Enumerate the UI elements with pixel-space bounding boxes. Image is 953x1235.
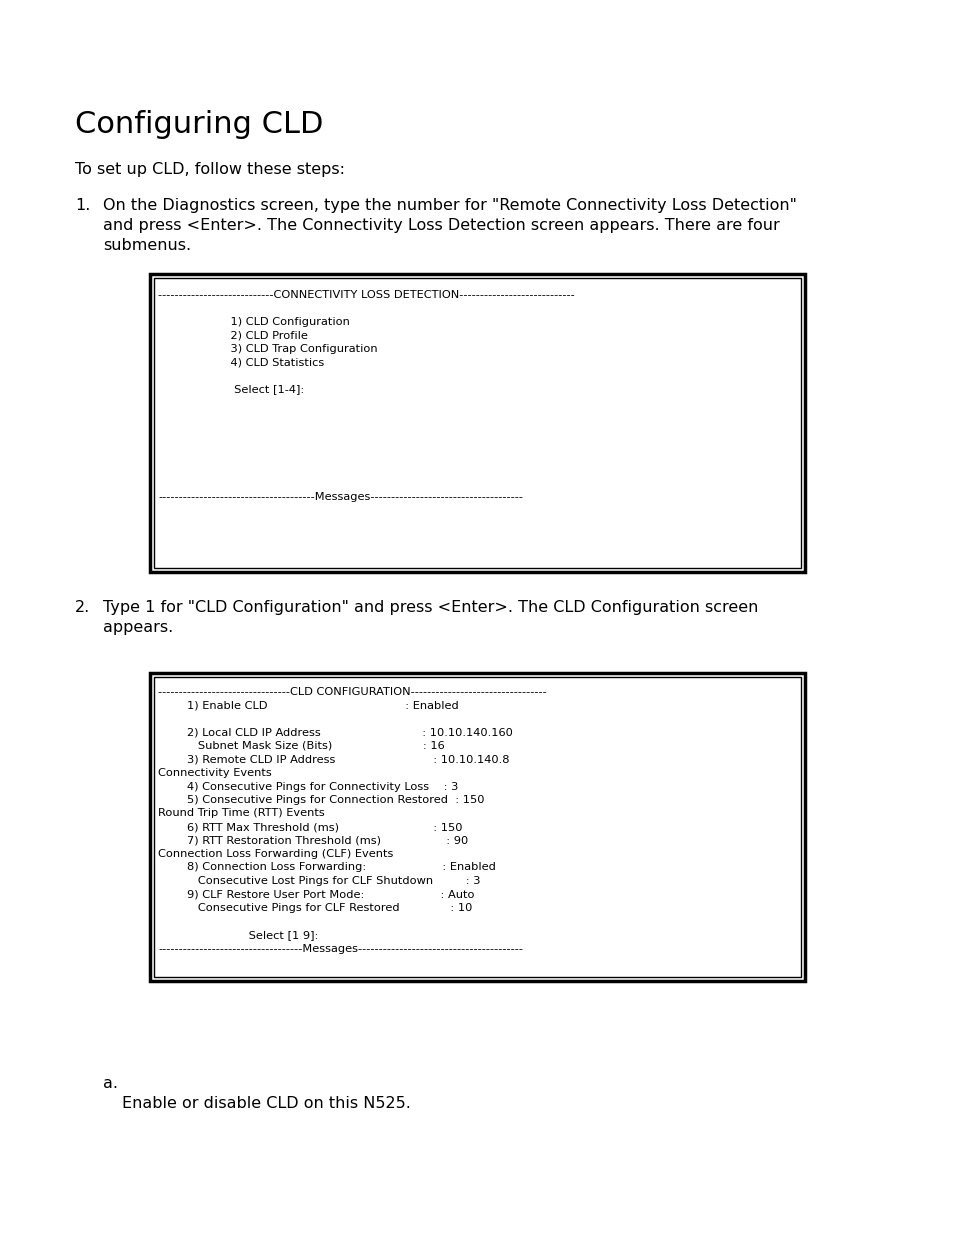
Text: Consecutive Lost Pings for CLF Shutdown         : 3: Consecutive Lost Pings for CLF Shutdown … xyxy=(158,876,480,885)
Text: Consecutive Pings for CLF Restored              : 10: Consecutive Pings for CLF Restored : 10 xyxy=(158,903,472,913)
Text: 2) CLD Profile: 2) CLD Profile xyxy=(158,331,308,341)
Text: 3) Remote CLD IP Address                           : 10.10.140.8: 3) Remote CLD IP Address : 10.10.140.8 xyxy=(158,755,509,764)
Text: ----------------------------CONNECTIVITY LOSS DETECTION-------------------------: ----------------------------CONNECTIVITY… xyxy=(158,290,574,300)
Text: Select [1-4]:: Select [1-4]: xyxy=(158,384,304,394)
Text: 1.: 1. xyxy=(75,198,91,212)
Text: 1) Enable CLD                                      : Enabled: 1) Enable CLD : Enabled xyxy=(158,700,458,710)
Bar xyxy=(153,677,801,977)
Text: --------------------------------CLD CONFIGURATION-------------------------------: --------------------------------CLD CONF… xyxy=(158,687,546,697)
Text: 7) RTT Restoration Threshold (ms)                  : 90: 7) RTT Restoration Threshold (ms) : 90 xyxy=(158,836,468,846)
Text: Configuring CLD: Configuring CLD xyxy=(75,110,323,140)
Text: 8) Connection Loss Forwarding:                     : Enabled: 8) Connection Loss Forwarding: : Enabled xyxy=(158,862,496,872)
Text: 4) Consecutive Pings for Connectivity Loss    : 3: 4) Consecutive Pings for Connectivity Lo… xyxy=(158,782,457,792)
Text: Type 1 for "CLD Configuration" and press <Enter>. The CLD Configuration screen
a: Type 1 for "CLD Configuration" and press… xyxy=(103,600,758,635)
Text: -----------------------------------Messages-------------------------------------: -----------------------------------Messa… xyxy=(158,944,522,953)
Text: Enable or disable CLD on this N525.: Enable or disable CLD on this N525. xyxy=(122,1095,411,1112)
Text: Subnet Mask Size (Bits)                         : 16: Subnet Mask Size (Bits) : 16 xyxy=(158,741,444,751)
Text: To set up CLD, follow these steps:: To set up CLD, follow these steps: xyxy=(75,162,345,177)
Text: Connectivity Events: Connectivity Events xyxy=(158,768,272,778)
Text: 4) CLD Statistics: 4) CLD Statistics xyxy=(158,357,324,368)
Text: On the Diagnostics screen, type the number for "Remote Connectivity Loss Detecti: On the Diagnostics screen, type the numb… xyxy=(103,198,796,253)
Text: Connection Loss Forwarding (CLF) Events: Connection Loss Forwarding (CLF) Events xyxy=(158,848,393,860)
Text: 1) CLD Configuration: 1) CLD Configuration xyxy=(158,317,350,327)
Text: 2.: 2. xyxy=(75,600,91,615)
Text: 2) Local CLD IP Address                            : 10.10.140.160: 2) Local CLD IP Address : 10.10.140.160 xyxy=(158,727,513,737)
Text: 6) RTT Max Threshold (ms)                          : 150: 6) RTT Max Threshold (ms) : 150 xyxy=(158,823,462,832)
Text: a.: a. xyxy=(103,1076,118,1091)
Text: Round Trip Time (RTT) Events: Round Trip Time (RTT) Events xyxy=(158,809,324,819)
Text: 3) CLD Trap Configuration: 3) CLD Trap Configuration xyxy=(158,345,377,354)
Text: 9) CLF Restore User Port Mode:                     : Auto: 9) CLF Restore User Port Mode: : Auto xyxy=(158,889,474,899)
Bar xyxy=(150,274,804,572)
Bar xyxy=(150,673,804,981)
Bar xyxy=(153,278,801,568)
Text: Select [1 9]:: Select [1 9]: xyxy=(158,930,318,940)
Text: 5) Consecutive Pings for Connection Restored  : 150: 5) Consecutive Pings for Connection Rest… xyxy=(158,795,484,805)
Text: --------------------------------------Messages----------------------------------: --------------------------------------Me… xyxy=(158,493,522,503)
